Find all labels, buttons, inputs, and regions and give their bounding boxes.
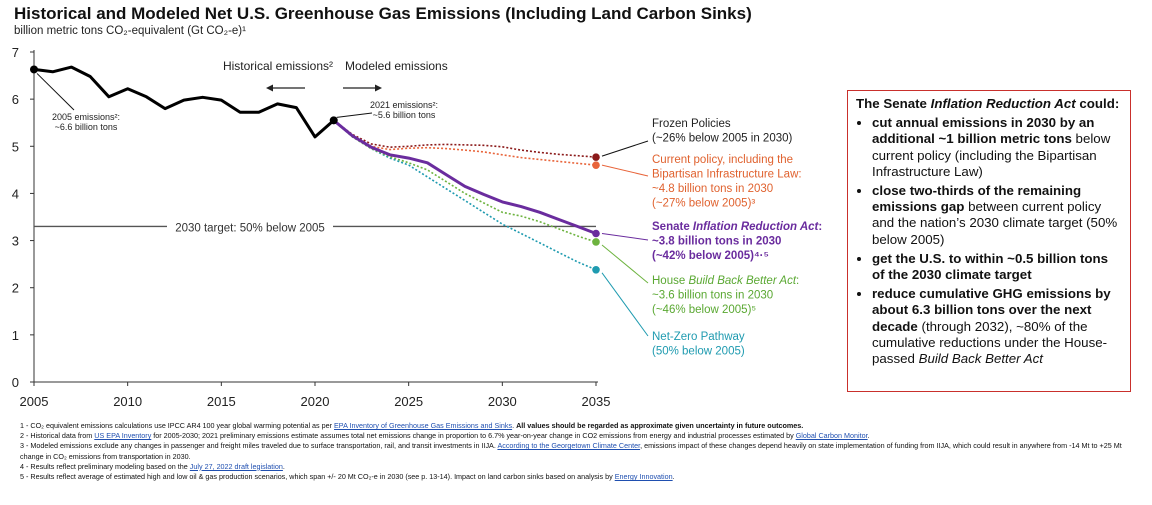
- x-tick-label: 2005: [20, 394, 49, 409]
- callout-item: reduce cumulative GHG emissions by about…: [872, 286, 1122, 367]
- series-endpoint-current: [592, 161, 600, 169]
- y-tick-label: 3: [12, 234, 19, 249]
- annotation-2021-leader: [336, 112, 373, 118]
- y-tick-label: 7: [12, 45, 19, 60]
- footnote-4: 4 - Results reflect preliminary modeling…: [20, 461, 285, 471]
- annotation-2021-value: ~5.6 billion tons: [373, 110, 436, 120]
- series-endpoint-netzero: [592, 266, 600, 274]
- series-line-ira: [332, 119, 597, 235]
- annotation-2005: 2005 emissions²:: [52, 112, 120, 122]
- series-label-frozen: (~26% below 2005 in 2030): [652, 133, 793, 145]
- annotation-2005-leader: [36, 73, 75, 111]
- x-tick-label: 2010: [113, 394, 142, 409]
- y-tick-label: 1: [12, 328, 19, 343]
- series-line-frozen: [333, 119, 597, 158]
- x-tick-label: 2020: [301, 394, 330, 409]
- series-label-bbb: House Build Back Better Act:: [652, 275, 799, 287]
- series-line-historical: [33, 65, 335, 139]
- ira-callout-box: The Senate Inflation Reduction Act could…: [847, 90, 1131, 392]
- series-label-netzero: (50% below 2005): [652, 346, 745, 358]
- footnote-5: 5 - Results reflect average of estimated…: [20, 472, 675, 482]
- label-leader-ira: [601, 233, 649, 241]
- target-line-label: 2030 target: 50% below 2005: [175, 222, 325, 234]
- x-tick-label: 2025: [394, 394, 423, 409]
- point-2005: [30, 65, 38, 74]
- callout-list: cut annual emissions in 2030 by an addit…: [856, 115, 1122, 367]
- energy-innovation-link[interactable]: Energy Innovation: [614, 472, 673, 482]
- y-tick-label: 2: [12, 281, 19, 296]
- us-epa-inventory-link[interactable]: US EPA Inventory: [94, 431, 152, 441]
- series-label-frozen: Frozen Policies: [652, 118, 731, 130]
- label-leader-frozen: [601, 140, 649, 157]
- series-label-bbb: (~46% below 2005)⁵: [652, 304, 756, 316]
- series-label-current: ~4.8 billion tons in 2030: [652, 183, 773, 195]
- y-tick-label: 0: [12, 375, 19, 390]
- series-endpoint-frozen: [592, 153, 600, 161]
- series-label-bbb: ~3.6 billion tons in 2030: [652, 290, 773, 302]
- series-label-netzero: Net-Zero Pathway: [652, 331, 745, 343]
- callout-item: get the U.S. to within ~0.5 billion tons…: [872, 251, 1122, 283]
- modeled-emissions-label: Modeled emissions: [345, 59, 448, 73]
- series-label-ira: (~42% below 2005)⁴·⁵: [652, 250, 769, 262]
- y-tick-label: 5: [12, 139, 19, 154]
- footnote-1: 1 - CO₂ equivalent emissions calculation…: [20, 421, 804, 430]
- series-line-bbb: [333, 119, 597, 243]
- annotation-2021: 2021 emissions²:: [370, 100, 438, 110]
- annotation-2005-value: ~6.6 billion tons: [55, 122, 118, 132]
- y-tick-label: 4: [12, 186, 19, 201]
- x-tick-label: 2015: [207, 394, 236, 409]
- series-label-current: Bipartisan Infrastructure Law:: [652, 169, 802, 181]
- emissions-chart: 0 1 2 3 4 5 6 7 2005 2010 2015 2020 2025 2030 2035 2030…: [12, 45, 822, 409]
- series-endpoint-ira: [592, 229, 600, 238]
- footnotes: 1 - CO₂ equivalent emissions calculation…: [20, 421, 1140, 482]
- series-endpoint-bbb: [592, 238, 600, 246]
- footnote-2: 2 - Historical data from US EPA Inventor…: [20, 431, 870, 441]
- draft-legislation-link[interactable]: July 27, 2022 draft legislation: [189, 461, 283, 471]
- epa-inventory-link[interactable]: EPA Inventory of Greenhouse Gas Emission…: [334, 421, 513, 430]
- series-line-netzero: [333, 119, 597, 271]
- x-tick-label: 2030: [488, 394, 517, 409]
- label-leader-current: [601, 164, 649, 177]
- georgetown-climate-center-link[interactable]: According to the Georgetown Climate Cent…: [497, 441, 641, 451]
- series-label-ira: Senate Inflation Reduction Act:: [652, 221, 822, 233]
- modeled-arrow-head: [375, 84, 382, 92]
- series-label-current: (~27% below 2005)³: [652, 198, 755, 210]
- point-2021: [329, 116, 338, 125]
- label-leader-netzero: [601, 272, 649, 337]
- y-tick-label: 6: [12, 92, 19, 107]
- callout-heading: The Senate Inflation Reduction Act could…: [856, 96, 1120, 111]
- series-label-ira: ~3.8 billion tons in 2030: [652, 236, 781, 248]
- label-leader-bbb: [601, 244, 649, 284]
- callout-item: cut annual emissions in 2030 by an addit…: [872, 115, 1122, 180]
- footnote-3: 3 - Modeled emissions exclude any change…: [20, 441, 1122, 461]
- historical-emissions-label: Historical emissions²: [223, 59, 333, 73]
- historical-arrow-head: [266, 84, 273, 92]
- series-line-current: [333, 119, 597, 166]
- callout-item: close two-thirds of the remaining emissi…: [872, 183, 1122, 248]
- page-title: Historical and Modeled Net U.S. Greenhou…: [14, 4, 752, 23]
- x-tick-label: 2035: [582, 394, 611, 409]
- series-label-current: Current policy, including the: [652, 154, 793, 166]
- page-subtitle: billion metric tons CO₂-equivalent (Gt C…: [14, 25, 246, 37]
- global-carbon-monitor-link[interactable]: Global Carbon Monitor: [795, 431, 868, 441]
